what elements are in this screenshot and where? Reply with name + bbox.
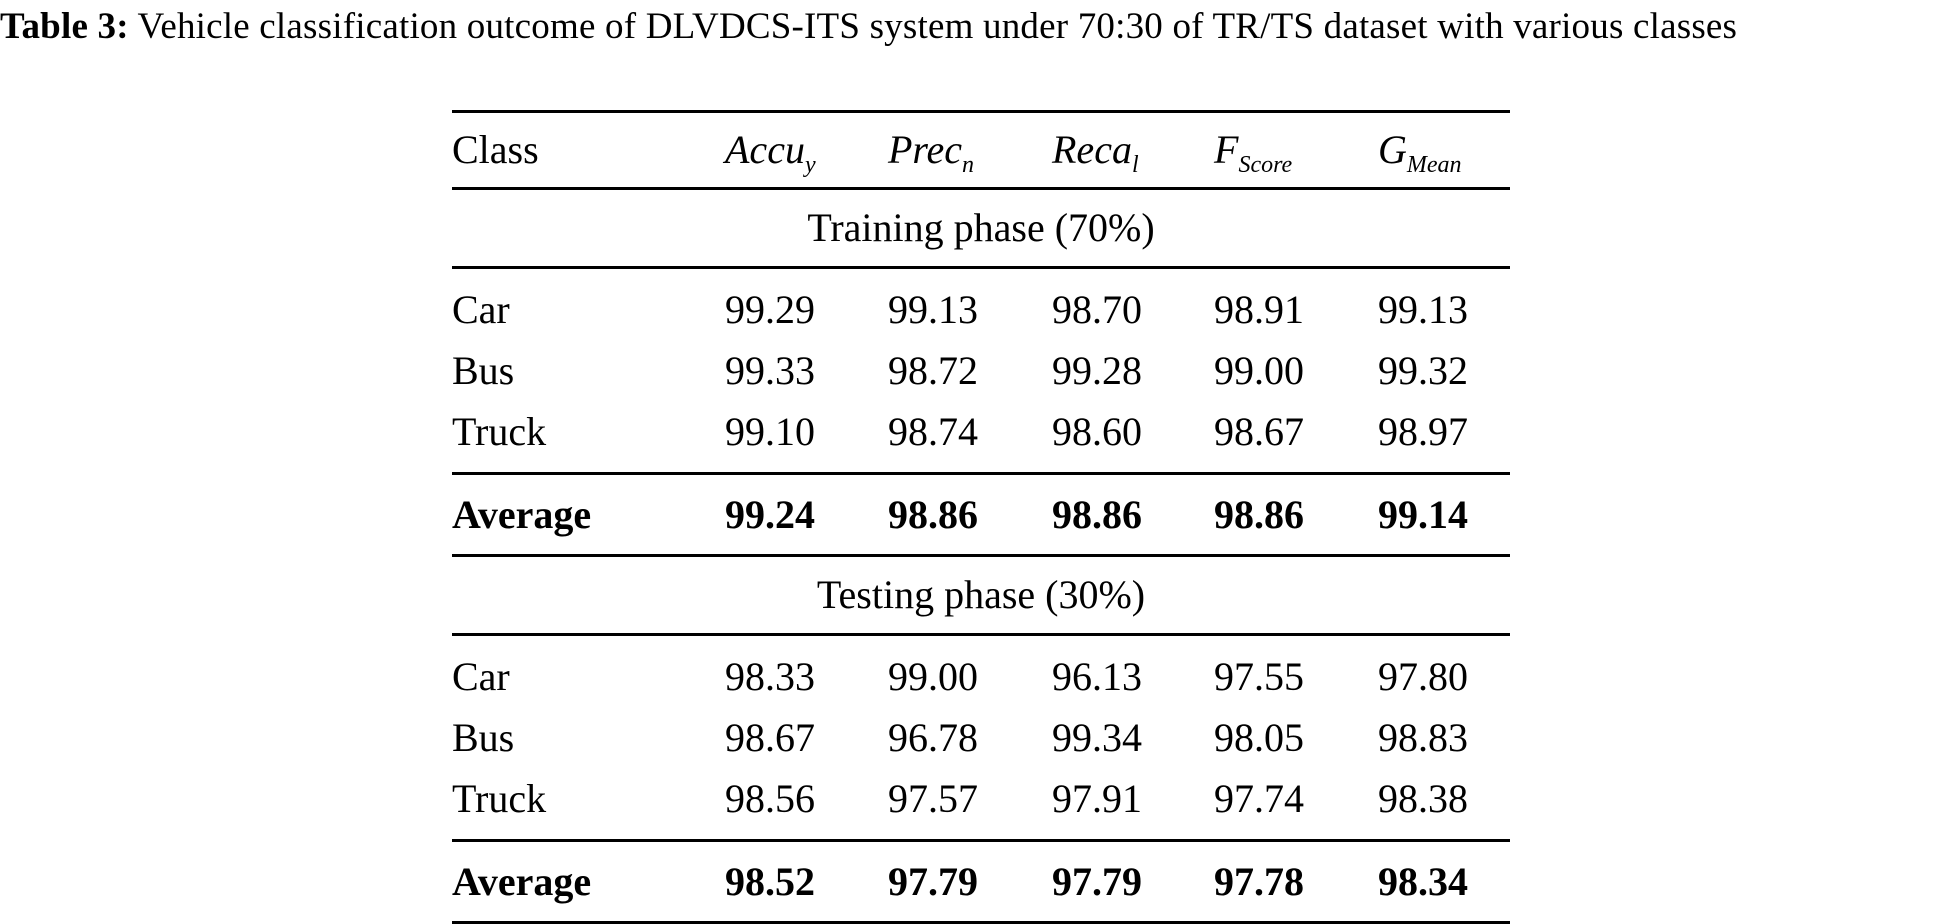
table-caption: Table 3: Vehicle classification outcome …: [0, 2, 1954, 52]
testing-phase-label: Testing phase (30%): [816, 572, 1146, 617]
header-row: Class Accuy Precn Recal FScore GMean: [452, 113, 1510, 187]
fscore-average: 98.86: [1214, 492, 1304, 537]
testing-rule: [452, 633, 1510, 636]
results-table: Class Accuy Precn Recal FScore GMean Tra…: [452, 110, 1510, 924]
recall-value: 96.13: [1052, 654, 1142, 699]
gmean-value: 99.32: [1378, 348, 1468, 393]
gmean-value: 99.13: [1378, 287, 1468, 332]
recall-value: 97.91: [1052, 776, 1142, 821]
precision-value: 99.00: [888, 654, 978, 699]
gmean-value: 98.83: [1378, 715, 1468, 760]
accuracy-value: 99.29: [725, 287, 815, 332]
gmean-average: 99.14: [1378, 492, 1468, 537]
precision-value: 98.74: [888, 409, 978, 454]
recall-average: 97.79: [1052, 859, 1142, 904]
testing-section-title: Testing phase (30%): [452, 557, 1510, 633]
class-name: Truck: [452, 776, 547, 821]
recall-value: 99.28: [1052, 348, 1142, 393]
testing-average-rule: [452, 839, 1510, 842]
class-name: Bus: [452, 348, 515, 393]
table-row: Truck 98.56 97.57 97.91 97.74 98.38: [452, 768, 1510, 829]
average-label: Average: [452, 492, 592, 537]
header-fscore: FScore: [1214, 127, 1293, 178]
precision-value: 99.13: [888, 287, 978, 332]
class-name: Bus: [452, 715, 515, 760]
accuracy-average: 98.52: [725, 859, 815, 904]
table-row: Bus 99.33 98.72 99.28 99.00 99.32: [452, 340, 1510, 401]
accuracy-value: 98.67: [725, 715, 815, 760]
caption-text: Vehicle classification outcome of DLVDCS…: [128, 6, 1738, 47]
precision-value: 98.72: [888, 348, 978, 393]
class-name: Car: [452, 287, 510, 332]
testing-top-rule: [452, 554, 1510, 557]
training-rule: [452, 266, 1510, 269]
header-precision: Precn: [888, 127, 975, 178]
recall-average: 98.86: [1052, 492, 1142, 537]
header-accuracy: Accuy: [725, 127, 816, 178]
accuracy-value: 98.33: [725, 654, 815, 699]
table-row: Bus 98.67 96.78 99.34 98.05 98.83: [452, 707, 1510, 768]
gmean-value: 98.38: [1378, 776, 1468, 821]
top-rule: [452, 110, 1510, 113]
training-average-row: Average 99.24 98.86 98.86 98.86 99.14: [452, 475, 1510, 554]
fscore-value: 97.74: [1214, 776, 1304, 821]
gmean-average: 98.34: [1378, 859, 1468, 904]
caption-label: Table 3:: [0, 6, 129, 47]
header-rule: [452, 187, 1510, 190]
training-phase-label: Training phase (70%): [807, 205, 1155, 250]
accuracy-value: 98.56: [725, 776, 815, 821]
accuracy-value: 99.33: [725, 348, 815, 393]
table-row: Car 99.29 99.13 98.70 98.91 99.13: [452, 279, 1510, 340]
precision-value: 96.78: [888, 715, 978, 760]
precision-value: 97.57: [888, 776, 978, 821]
fscore-value: 99.00: [1214, 348, 1304, 393]
precision-average: 98.86: [888, 492, 978, 537]
precision-average: 97.79: [888, 859, 978, 904]
gmean-value: 97.80: [1378, 654, 1468, 699]
fscore-value: 98.67: [1214, 409, 1304, 454]
fscore-value: 98.91: [1214, 287, 1304, 332]
recall-value: 98.70: [1052, 287, 1142, 332]
recall-value: 99.34: [1052, 715, 1142, 760]
header-recall: Recal: [1052, 127, 1139, 178]
recall-value: 98.60: [1052, 409, 1142, 454]
fscore-value: 98.05: [1214, 715, 1304, 760]
training-average-rule: [452, 472, 1510, 475]
class-name: Truck: [452, 409, 547, 454]
table-row: Car 98.33 99.00 96.13 97.55 97.80: [452, 646, 1510, 707]
training-section-title: Training phase (70%): [452, 190, 1510, 266]
gmean-value: 98.97: [1378, 409, 1468, 454]
average-label: Average: [452, 859, 592, 904]
class-name: Car: [452, 654, 510, 699]
testing-average-row: Average 98.52 97.79 97.79 97.78 98.34: [452, 842, 1510, 921]
header-gmean: GMean: [1378, 127, 1462, 178]
table-row: Truck 99.10 98.74 98.60 98.67 98.97: [452, 401, 1510, 462]
accuracy-average: 99.24: [725, 492, 815, 537]
fscore-average: 97.78: [1214, 859, 1304, 904]
fscore-value: 97.55: [1214, 654, 1304, 699]
accuracy-value: 99.10: [725, 409, 815, 454]
header-class: Class: [452, 127, 539, 172]
